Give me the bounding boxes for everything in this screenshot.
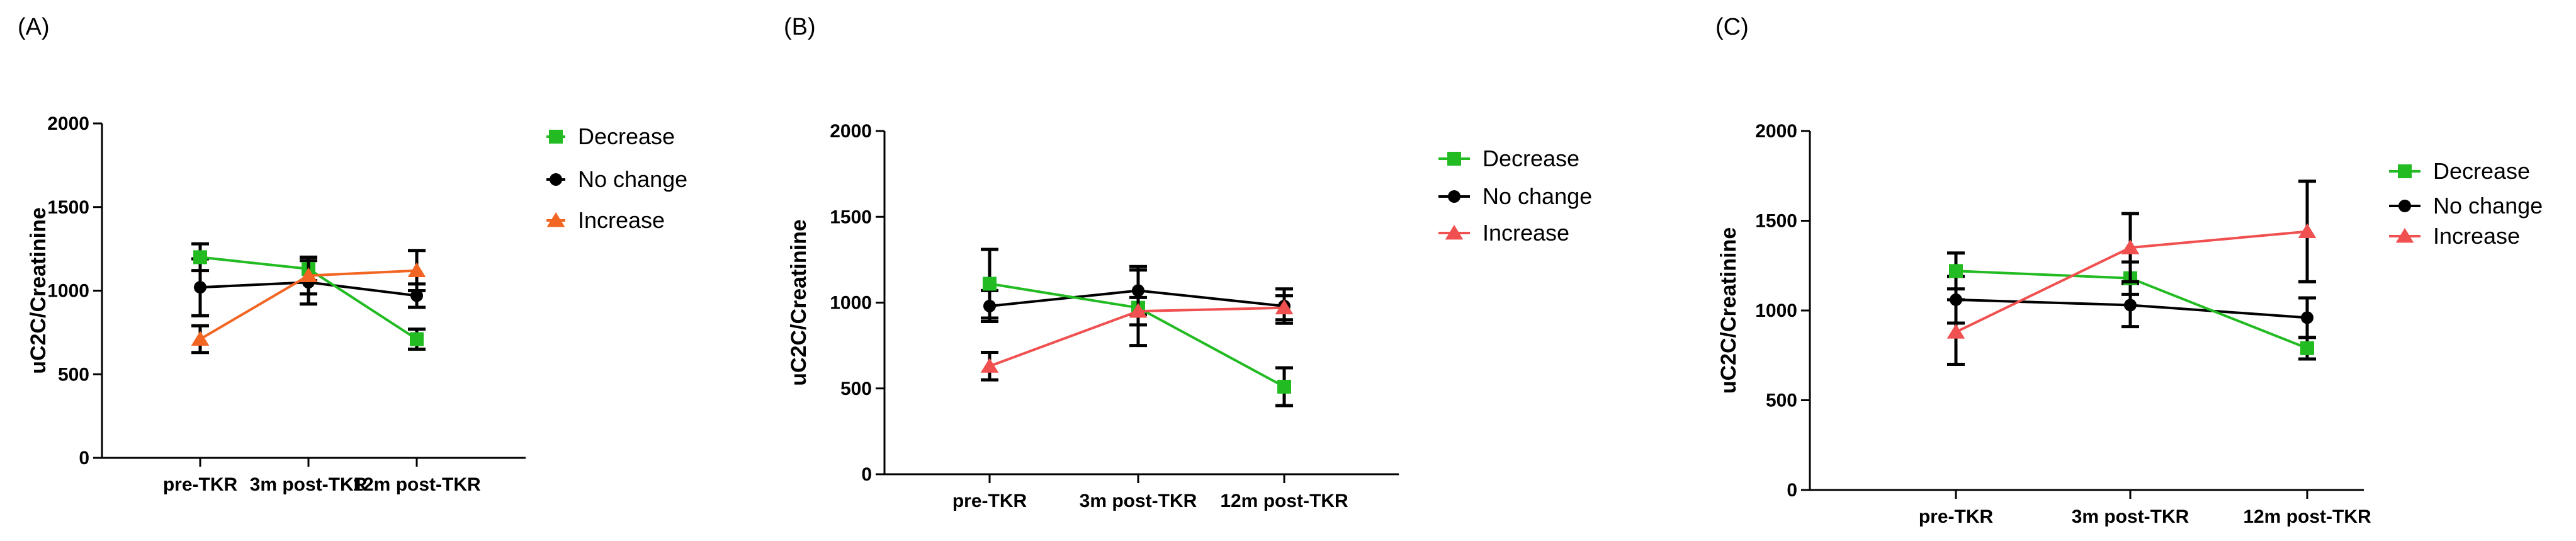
legend-marker [546,212,565,227]
y-tick-label: 2000 [1755,121,1797,142]
data-point [2121,239,2140,254]
data-point [2298,223,2317,238]
data-point [1949,264,1963,278]
data-point [191,331,210,346]
x-tick-label: pre-TKR [952,491,1027,511]
y-tick-label: 1000 [830,293,872,314]
data-point [1277,380,1291,394]
y-tick-label: 1500 [1755,211,1797,232]
legend-label: Increase [578,207,665,233]
x-tick-label: pre-TKR [1919,506,1994,527]
data-point [2301,311,2313,324]
legend: Decrease No change Increase [1438,145,1592,246]
panel-label: (A) [18,14,50,40]
legend-marker [549,130,563,144]
y-tick-label: 1000 [1755,300,1797,321]
data-point [410,289,423,302]
x-tick-label: 3m post-TKR [2072,506,2189,527]
chart-panel-2: (B) 0 500 1000 1500 2000 pre-TKR 3m post-TKR 12m… [784,14,1592,511]
legend-label: Decrease [1483,145,1579,171]
legend-marker [550,173,562,186]
legend: Decrease No change Increase [546,123,687,233]
data-point [1275,299,1294,315]
y-tick-label: 1500 [830,207,872,227]
x-tick-label: 3m post-TKR [250,474,368,495]
y-tick-label: 0 [861,464,872,485]
panel-label: (B) [784,14,816,40]
y-axis-title: uC2C/Creatinine [1717,227,1741,394]
data-point [299,267,318,283]
y-tick-label: 500 [58,364,89,385]
series-increase [1946,179,2317,366]
chart-panel-1: (A) 0 500 1000 1500 2000 pre-TKR 3m post-TKR12m… [18,14,687,495]
legend-label: Increase [2433,223,2520,249]
legend-label: Increase [1483,220,1569,246]
series-increase [191,249,426,355]
panel-label: (C) [1715,14,1749,40]
x-tick-label: 12m post-TKR [2243,506,2371,527]
data-point [407,262,426,278]
legend: Decrease No change Increase [2389,158,2543,249]
data-point [193,250,207,265]
y-tick-label: 1000 [47,281,89,302]
series-decrease [981,248,1293,407]
x-tick-label: pre-TKR [163,474,238,495]
x-tick-label: 12m post-TKR [1220,491,1348,511]
legend-marker [1447,152,1461,166]
legend-marker [2398,200,2411,212]
legend-label: No change [2433,193,2543,219]
legend-marker [2395,228,2414,243]
legend-marker [1448,190,1460,203]
legend-marker [1445,225,1464,240]
legend-label: No change [578,166,687,192]
legend-label: Decrease [2433,158,2530,184]
data-point [980,358,999,373]
y-axis-title: uC2C/Creatinine [26,207,50,374]
chart-panel-3: (C) 0 500 1000 1500 2000 pre-TKR 3m post-TKR 12m… [1715,14,2543,527]
data-point [194,281,206,294]
data-point [2300,341,2314,355]
data-point [1946,324,1965,339]
legend-label: No change [1483,183,1592,209]
y-tick-label: 500 [840,379,872,399]
y-axis-title: uC2C/Creatinine [787,219,811,386]
x-tick-label: 3m post-TKR [1080,491,1197,511]
y-tick-label: 2000 [47,113,89,134]
legend-label: Decrease [578,123,675,149]
data-point [410,332,424,346]
data-point [983,276,997,291]
legend-marker [2398,164,2412,178]
series-increase [980,294,1294,382]
data-point [2124,299,2137,312]
y-tick-label: 500 [1766,390,1797,411]
y-tick-label: 0 [1787,480,1797,501]
data-point [1129,303,1148,318]
y-tick-label: 0 [79,448,89,469]
y-tick-label: 1500 [47,197,89,218]
x-tick-label: 12m post-TKR [353,474,481,495]
y-tick-label: 2000 [830,121,872,142]
